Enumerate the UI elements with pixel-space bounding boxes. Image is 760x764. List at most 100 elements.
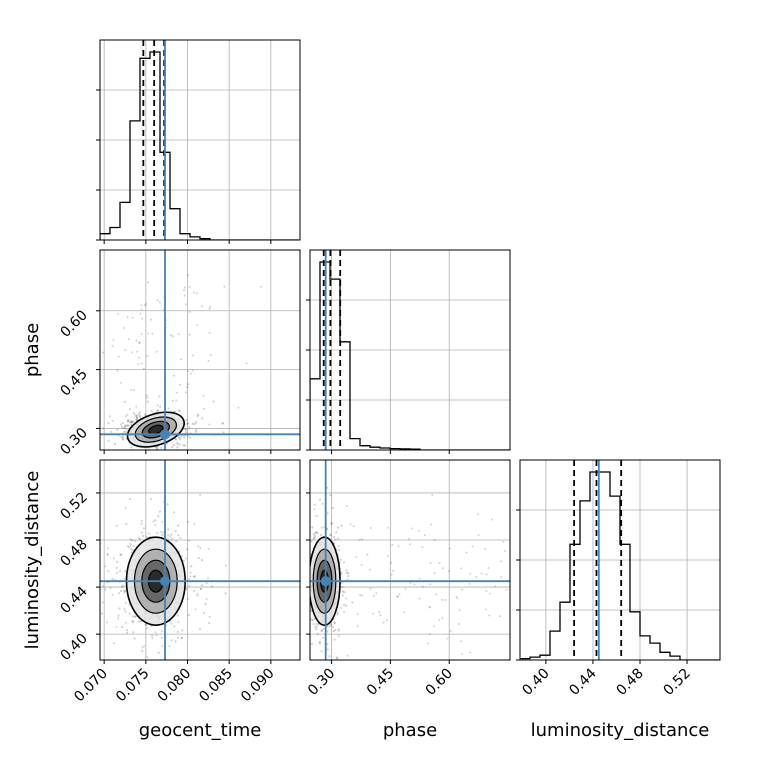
sample-point bbox=[180, 637, 183, 640]
sample-outlier bbox=[179, 537, 182, 539]
sample-point bbox=[119, 553, 122, 556]
sample-outlier bbox=[368, 568, 371, 571]
sample-outlier bbox=[184, 391, 187, 394]
sample-point bbox=[316, 670, 318, 672]
sample-outlier bbox=[175, 399, 178, 402]
sample-point bbox=[224, 592, 227, 595]
sample-point bbox=[308, 563, 310, 565]
sample-outlier bbox=[392, 569, 395, 572]
sample-outlier bbox=[132, 412, 135, 415]
sample-outlier bbox=[356, 625, 359, 628]
sample-point bbox=[131, 421, 134, 424]
panel-content bbox=[310, 250, 510, 450]
sample-outlier bbox=[193, 522, 196, 525]
sample-point bbox=[157, 651, 160, 654]
sample-point bbox=[127, 424, 130, 427]
sample-point bbox=[337, 685, 339, 687]
sample-outlier bbox=[409, 543, 411, 546]
sample-point bbox=[95, 572, 97, 574]
sample-outlier bbox=[386, 526, 389, 529]
sample-point bbox=[345, 571, 348, 574]
sample-outlier bbox=[118, 592, 121, 595]
sample-outlier bbox=[205, 582, 208, 585]
sample-point bbox=[192, 575, 195, 578]
sample-point bbox=[116, 571, 119, 574]
sample-outlier bbox=[128, 542, 131, 545]
sample-point bbox=[337, 545, 340, 548]
sample-point bbox=[174, 530, 177, 533]
sample-outlier bbox=[460, 567, 463, 570]
sample-outlier bbox=[477, 513, 480, 516]
sample-point bbox=[149, 497, 153, 501]
sample-outlier bbox=[421, 546, 424, 549]
sample-point bbox=[336, 657, 339, 660]
sample-outlier bbox=[146, 355, 149, 358]
sample-point bbox=[173, 625, 176, 628]
sample-point bbox=[130, 419, 133, 422]
sample-outlier bbox=[209, 305, 212, 308]
sample-outlier bbox=[349, 523, 352, 526]
sample-outlier bbox=[138, 341, 141, 344]
sample-outlier bbox=[107, 547, 110, 550]
sample-outlier bbox=[199, 588, 202, 590]
sample-point bbox=[194, 421, 198, 424]
sample-point bbox=[130, 548, 133, 551]
sample-outlier bbox=[390, 573, 393, 576]
sample-outlier bbox=[177, 333, 180, 336]
sample-point bbox=[95, 443, 97, 445]
sample-outlier bbox=[337, 628, 340, 631]
sample-outlier bbox=[107, 570, 110, 573]
sample-outlier bbox=[161, 520, 164, 523]
sample-point bbox=[304, 599, 306, 601]
sample-point bbox=[177, 534, 180, 537]
sample-point bbox=[312, 532, 316, 536]
sample-outlier bbox=[209, 354, 212, 357]
sample-outlier bbox=[106, 553, 109, 556]
sample-point bbox=[306, 578, 308, 580]
sample-point bbox=[158, 395, 161, 398]
sample-point bbox=[169, 536, 172, 539]
sample-point bbox=[171, 446, 174, 449]
sample-point bbox=[134, 540, 137, 543]
sample-outlier bbox=[207, 577, 209, 580]
sample-point bbox=[305, 567, 307, 569]
sample-outlier bbox=[237, 406, 240, 409]
sample-point bbox=[326, 512, 329, 515]
sample-point bbox=[302, 589, 304, 591]
sample-outlier bbox=[345, 505, 348, 507]
sample-point bbox=[197, 413, 200, 416]
sample-outlier bbox=[433, 572, 436, 575]
sample-outlier bbox=[138, 356, 141, 359]
sample-point bbox=[128, 497, 131, 501]
sample-point bbox=[184, 431, 187, 434]
sample-outlier bbox=[260, 285, 263, 288]
sample-outlier bbox=[142, 367, 145, 370]
sample-outlier bbox=[372, 612, 374, 615]
sample-point bbox=[315, 514, 318, 517]
sample-point bbox=[334, 629, 337, 632]
sample-outlier bbox=[345, 597, 348, 600]
sample-outlier bbox=[169, 334, 172, 337]
sample-outlier bbox=[188, 310, 191, 313]
sample-point bbox=[160, 630, 164, 633]
sample-outlier bbox=[180, 358, 183, 361]
sample-outlier bbox=[104, 588, 107, 591]
sample-point bbox=[94, 422, 96, 424]
y-axis-label-luminosity_distance: luminosity_distance bbox=[22, 471, 43, 650]
sample-point bbox=[130, 420, 133, 424]
sample-point bbox=[120, 435, 123, 439]
sample-outlier bbox=[137, 363, 140, 365]
sample-point bbox=[340, 524, 343, 527]
sample-point bbox=[151, 637, 154, 640]
sample-outlier bbox=[140, 304, 143, 307]
sample-point bbox=[126, 413, 129, 416]
sample-outlier bbox=[469, 651, 472, 654]
sample-point bbox=[121, 625, 124, 629]
sample-outlier bbox=[189, 372, 192, 375]
sample-point bbox=[186, 422, 189, 425]
sample-outlier bbox=[379, 614, 382, 617]
sample-outlier bbox=[188, 539, 191, 542]
sample-point bbox=[136, 418, 139, 421]
sample-outlier bbox=[223, 285, 226, 288]
sample-point bbox=[139, 620, 143, 623]
